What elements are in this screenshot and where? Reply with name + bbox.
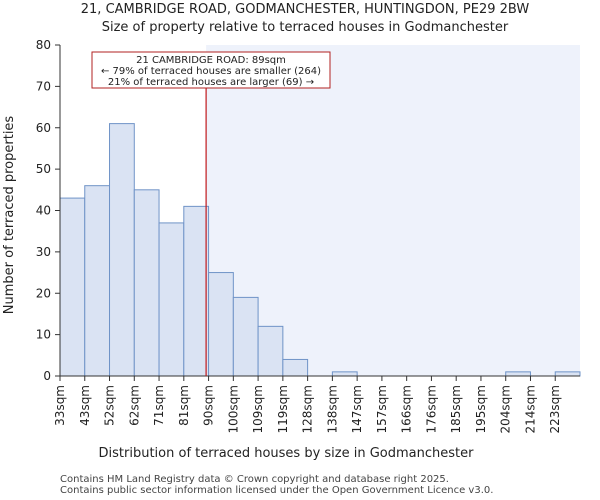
y-axis-label: Number of terraced properties: [2, 116, 17, 315]
x-tick-label: 128sqm: [301, 385, 315, 433]
bar-109sqm: [257, 325, 284, 377]
annotation-line3: 21% of terraced houses are larger (69) →: [108, 77, 314, 88]
bars-group: [59, 123, 581, 377]
bar-71sqm: [158, 222, 185, 377]
bar-43sqm: [84, 185, 111, 377]
x-tick-label: 33sqm: [53, 385, 67, 426]
bar-52sqm: [109, 123, 135, 377]
bar-33sqm: [59, 197, 86, 377]
x-tick-label: 185sqm: [449, 385, 463, 433]
y-axis-ticks: 0 10 20 30 40 50 60 70 80: [36, 38, 60, 383]
x-tick-label: 43sqm: [78, 385, 92, 426]
y-tick-label: 0: [43, 369, 51, 383]
chart-title-line1: 21, CAMBRIDGE ROAD, GODMANCHESTER, HUNTI…: [81, 2, 530, 17]
annotation-line2: ← 79% of terraced houses are smaller (26…: [101, 66, 321, 77]
bar-81sqm: [183, 205, 210, 377]
x-tick-label: 157sqm: [375, 385, 389, 433]
x-tick-label: 204sqm: [499, 385, 513, 433]
y-tick-label: 70: [36, 79, 51, 93]
bar-204sqm: [505, 371, 531, 377]
chart-title-line2: Size of property relative to terraced ho…: [102, 20, 509, 35]
bar-223sqm: [554, 371, 581, 377]
bar-100sqm: [232, 296, 259, 377]
x-axis-label: Distribution of terraced houses by size …: [99, 446, 475, 461]
x-tick-label: 119sqm: [276, 385, 290, 433]
bar-119sqm: [282, 358, 309, 377]
x-tick-label: 138sqm: [325, 385, 339, 433]
annotation-box: [91, 51, 331, 89]
x-tick-label: 81sqm: [177, 385, 191, 426]
y-tick-label: 50: [36, 162, 51, 176]
x-tick-label: 214sqm: [523, 385, 537, 433]
bar-138sqm: [331, 371, 358, 377]
y-tick-label: 40: [36, 204, 51, 218]
x-tick-label: 166sqm: [400, 385, 414, 433]
x-axis-ticks: 33sqm 43sqm 52sqm 62sqm 71sqm 81sqm 90sqm 100sq…: [53, 376, 562, 433]
x-tick-label: 90sqm: [202, 385, 216, 426]
y-tick-label: 80: [36, 38, 51, 52]
x-tick-label: 52sqm: [103, 385, 117, 426]
x-tick-label: 100sqm: [226, 385, 240, 433]
y-tick-label: 30: [36, 245, 51, 259]
x-tick-label: 195sqm: [474, 385, 488, 433]
y-tick-label: 20: [36, 286, 51, 300]
y-tick-label: 60: [36, 121, 51, 135]
x-tick-label: 62sqm: [127, 385, 141, 426]
bar-62sqm: [133, 189, 160, 377]
footer-line2: Contains public sector information licen…: [60, 485, 494, 496]
bar-90sqm: [208, 272, 234, 377]
x-tick-label: 176sqm: [424, 385, 438, 433]
footer-line1: Contains HM Land Registry data © Crown c…: [60, 474, 449, 485]
x-tick-label: 147sqm: [350, 385, 364, 433]
larger-houses-shaded-region: [206, 45, 580, 376]
y-tick-label: 10: [36, 328, 51, 342]
x-tick-label: 109sqm: [251, 385, 265, 433]
x-tick-label: 71sqm: [152, 385, 166, 426]
x-tick-label: 223sqm: [548, 385, 562, 433]
annotation-line1: 21 CAMBRIDGE ROAD: 89sqm: [136, 55, 286, 66]
